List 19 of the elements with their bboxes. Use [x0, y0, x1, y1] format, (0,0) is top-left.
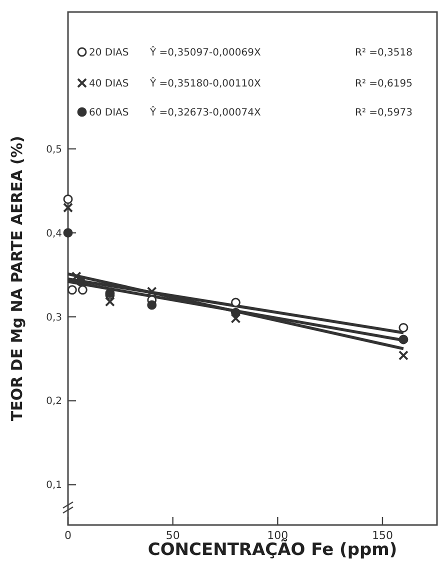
x-tick-label: 0: [64, 529, 72, 542]
annotation: Ŷ =0,35097-0,00069X: [149, 46, 261, 58]
x-axis-title: CONCENTRAÇÃO Fe (ppm): [148, 539, 398, 560]
legend-label: 60 DIAS: [89, 108, 129, 118]
y-tick-label: 0,4: [46, 228, 62, 240]
x-tick-label: 50: [166, 529, 180, 542]
annotation: R² =0,3518: [355, 48, 413, 58]
legend-label: 40 DIAS: [89, 78, 129, 90]
y-tick-label: 0,5: [46, 144, 62, 156]
annotation: Ŷ =0,32673-0,00074X: [149, 106, 261, 118]
y-tick-label: 0,3: [46, 312, 62, 324]
y-tick-label: 0,2: [46, 396, 62, 408]
annotation: R² =0,5973: [355, 108, 413, 118]
annotation: Ŷ =0,35180-0,00110X: [149, 76, 261, 90]
legend-label: 20 DIAS: [89, 48, 129, 58]
y-tick-label: 0,1: [46, 480, 62, 492]
annotation: R² =0,6195: [355, 78, 413, 90]
y-axis-title: TEOR DE Mg NA PARTE AEREA (%): [8, 136, 26, 422]
x-tick-label: 150: [372, 529, 393, 542]
